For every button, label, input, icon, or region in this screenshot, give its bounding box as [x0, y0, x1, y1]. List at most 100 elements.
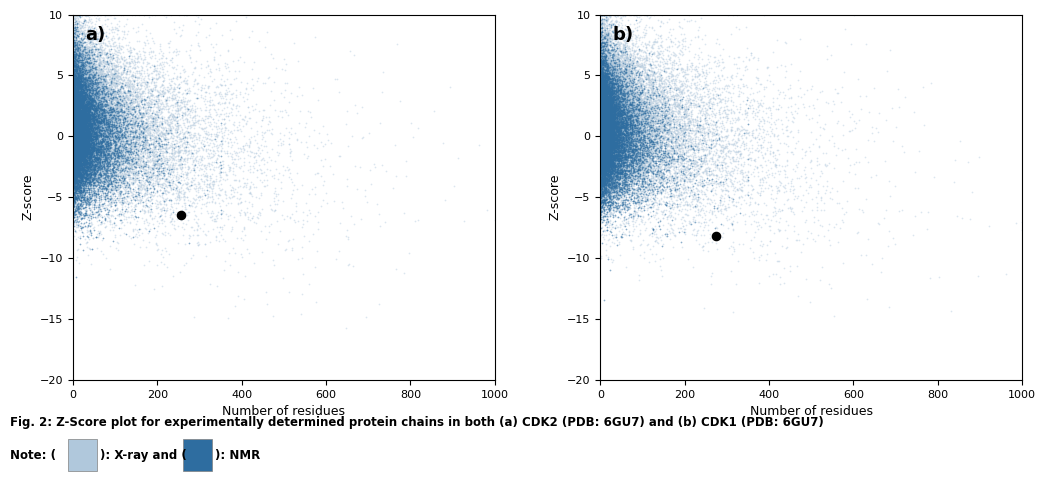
Point — [639, 161, 656, 169]
Point — [656, 98, 673, 106]
Point — [124, 132, 141, 140]
Point — [595, 84, 611, 92]
Point — [609, 71, 626, 79]
Point — [78, 178, 95, 186]
Point — [597, 195, 613, 203]
Point — [75, 69, 92, 77]
Point — [610, 116, 627, 124]
Point — [70, 113, 87, 121]
Point — [607, 97, 624, 105]
Point — [73, 104, 90, 112]
Point — [657, 189, 674, 197]
Point — [74, 112, 91, 120]
Point — [601, 157, 617, 165]
Point — [607, 67, 624, 75]
Point — [610, 147, 627, 155]
Point — [597, 119, 613, 127]
Point — [121, 54, 138, 62]
Point — [592, 150, 609, 157]
Point — [620, 70, 636, 77]
Point — [65, 115, 81, 123]
Point — [597, 130, 613, 137]
Point — [70, 97, 87, 105]
Point — [595, 166, 611, 173]
Point — [95, 28, 112, 36]
Point — [87, 172, 103, 180]
Point — [77, 81, 94, 89]
Point — [603, 156, 620, 164]
Point — [606, 131, 623, 138]
Point — [598, 61, 614, 69]
Point — [706, 53, 723, 60]
Point — [593, 123, 610, 131]
Point — [307, 189, 323, 197]
Point — [644, 168, 660, 176]
Point — [593, 86, 610, 94]
Point — [82, 139, 99, 147]
Point — [153, 131, 170, 139]
Point — [611, 194, 628, 202]
Point — [68, 86, 84, 94]
Point — [208, 39, 224, 47]
Point — [603, 132, 620, 140]
Point — [604, 35, 621, 43]
Point — [648, 117, 664, 125]
Point — [71, 118, 88, 126]
Point — [608, 94, 625, 102]
Point — [593, 127, 610, 135]
Point — [598, 138, 614, 146]
Point — [70, 19, 87, 27]
Point — [95, 122, 112, 130]
Point — [90, 38, 106, 46]
Point — [597, 171, 613, 179]
Point — [690, 75, 707, 83]
Point — [610, 159, 627, 167]
Point — [604, 87, 621, 95]
Point — [598, 165, 614, 173]
Point — [603, 149, 620, 157]
Point — [77, 93, 94, 101]
Point — [145, 158, 162, 166]
Point — [595, 95, 611, 103]
Point — [81, 117, 98, 125]
Point — [111, 146, 127, 154]
Point — [601, 46, 617, 54]
Point — [641, 163, 658, 171]
Point — [635, 182, 652, 189]
Point — [609, 75, 626, 83]
Point — [599, 148, 615, 155]
Point — [604, 196, 621, 204]
Point — [597, 222, 613, 229]
Point — [628, 180, 645, 187]
Point — [68, 235, 84, 243]
Point — [76, 84, 93, 92]
Point — [596, 110, 612, 118]
Point — [593, 111, 610, 118]
Point — [77, 179, 94, 187]
Point — [633, 121, 650, 129]
Point — [106, 162, 123, 170]
Point — [616, 145, 633, 152]
Point — [101, 94, 118, 102]
Point — [628, 150, 645, 158]
Point — [65, 157, 81, 165]
Point — [660, 167, 677, 175]
Point — [857, 195, 874, 203]
Point — [628, 106, 645, 114]
Point — [599, 62, 615, 70]
Point — [67, 128, 83, 136]
Point — [603, 65, 620, 73]
Point — [188, 195, 204, 203]
Point — [204, 166, 221, 173]
Point — [150, 191, 167, 199]
Point — [624, 92, 640, 100]
Point — [596, 114, 612, 122]
Point — [641, 132, 658, 140]
Point — [154, 181, 171, 189]
Point — [613, 153, 630, 161]
Point — [599, 100, 615, 108]
Point — [74, 153, 91, 161]
Point — [599, 74, 615, 82]
Point — [598, 166, 614, 174]
Point — [111, 114, 127, 122]
